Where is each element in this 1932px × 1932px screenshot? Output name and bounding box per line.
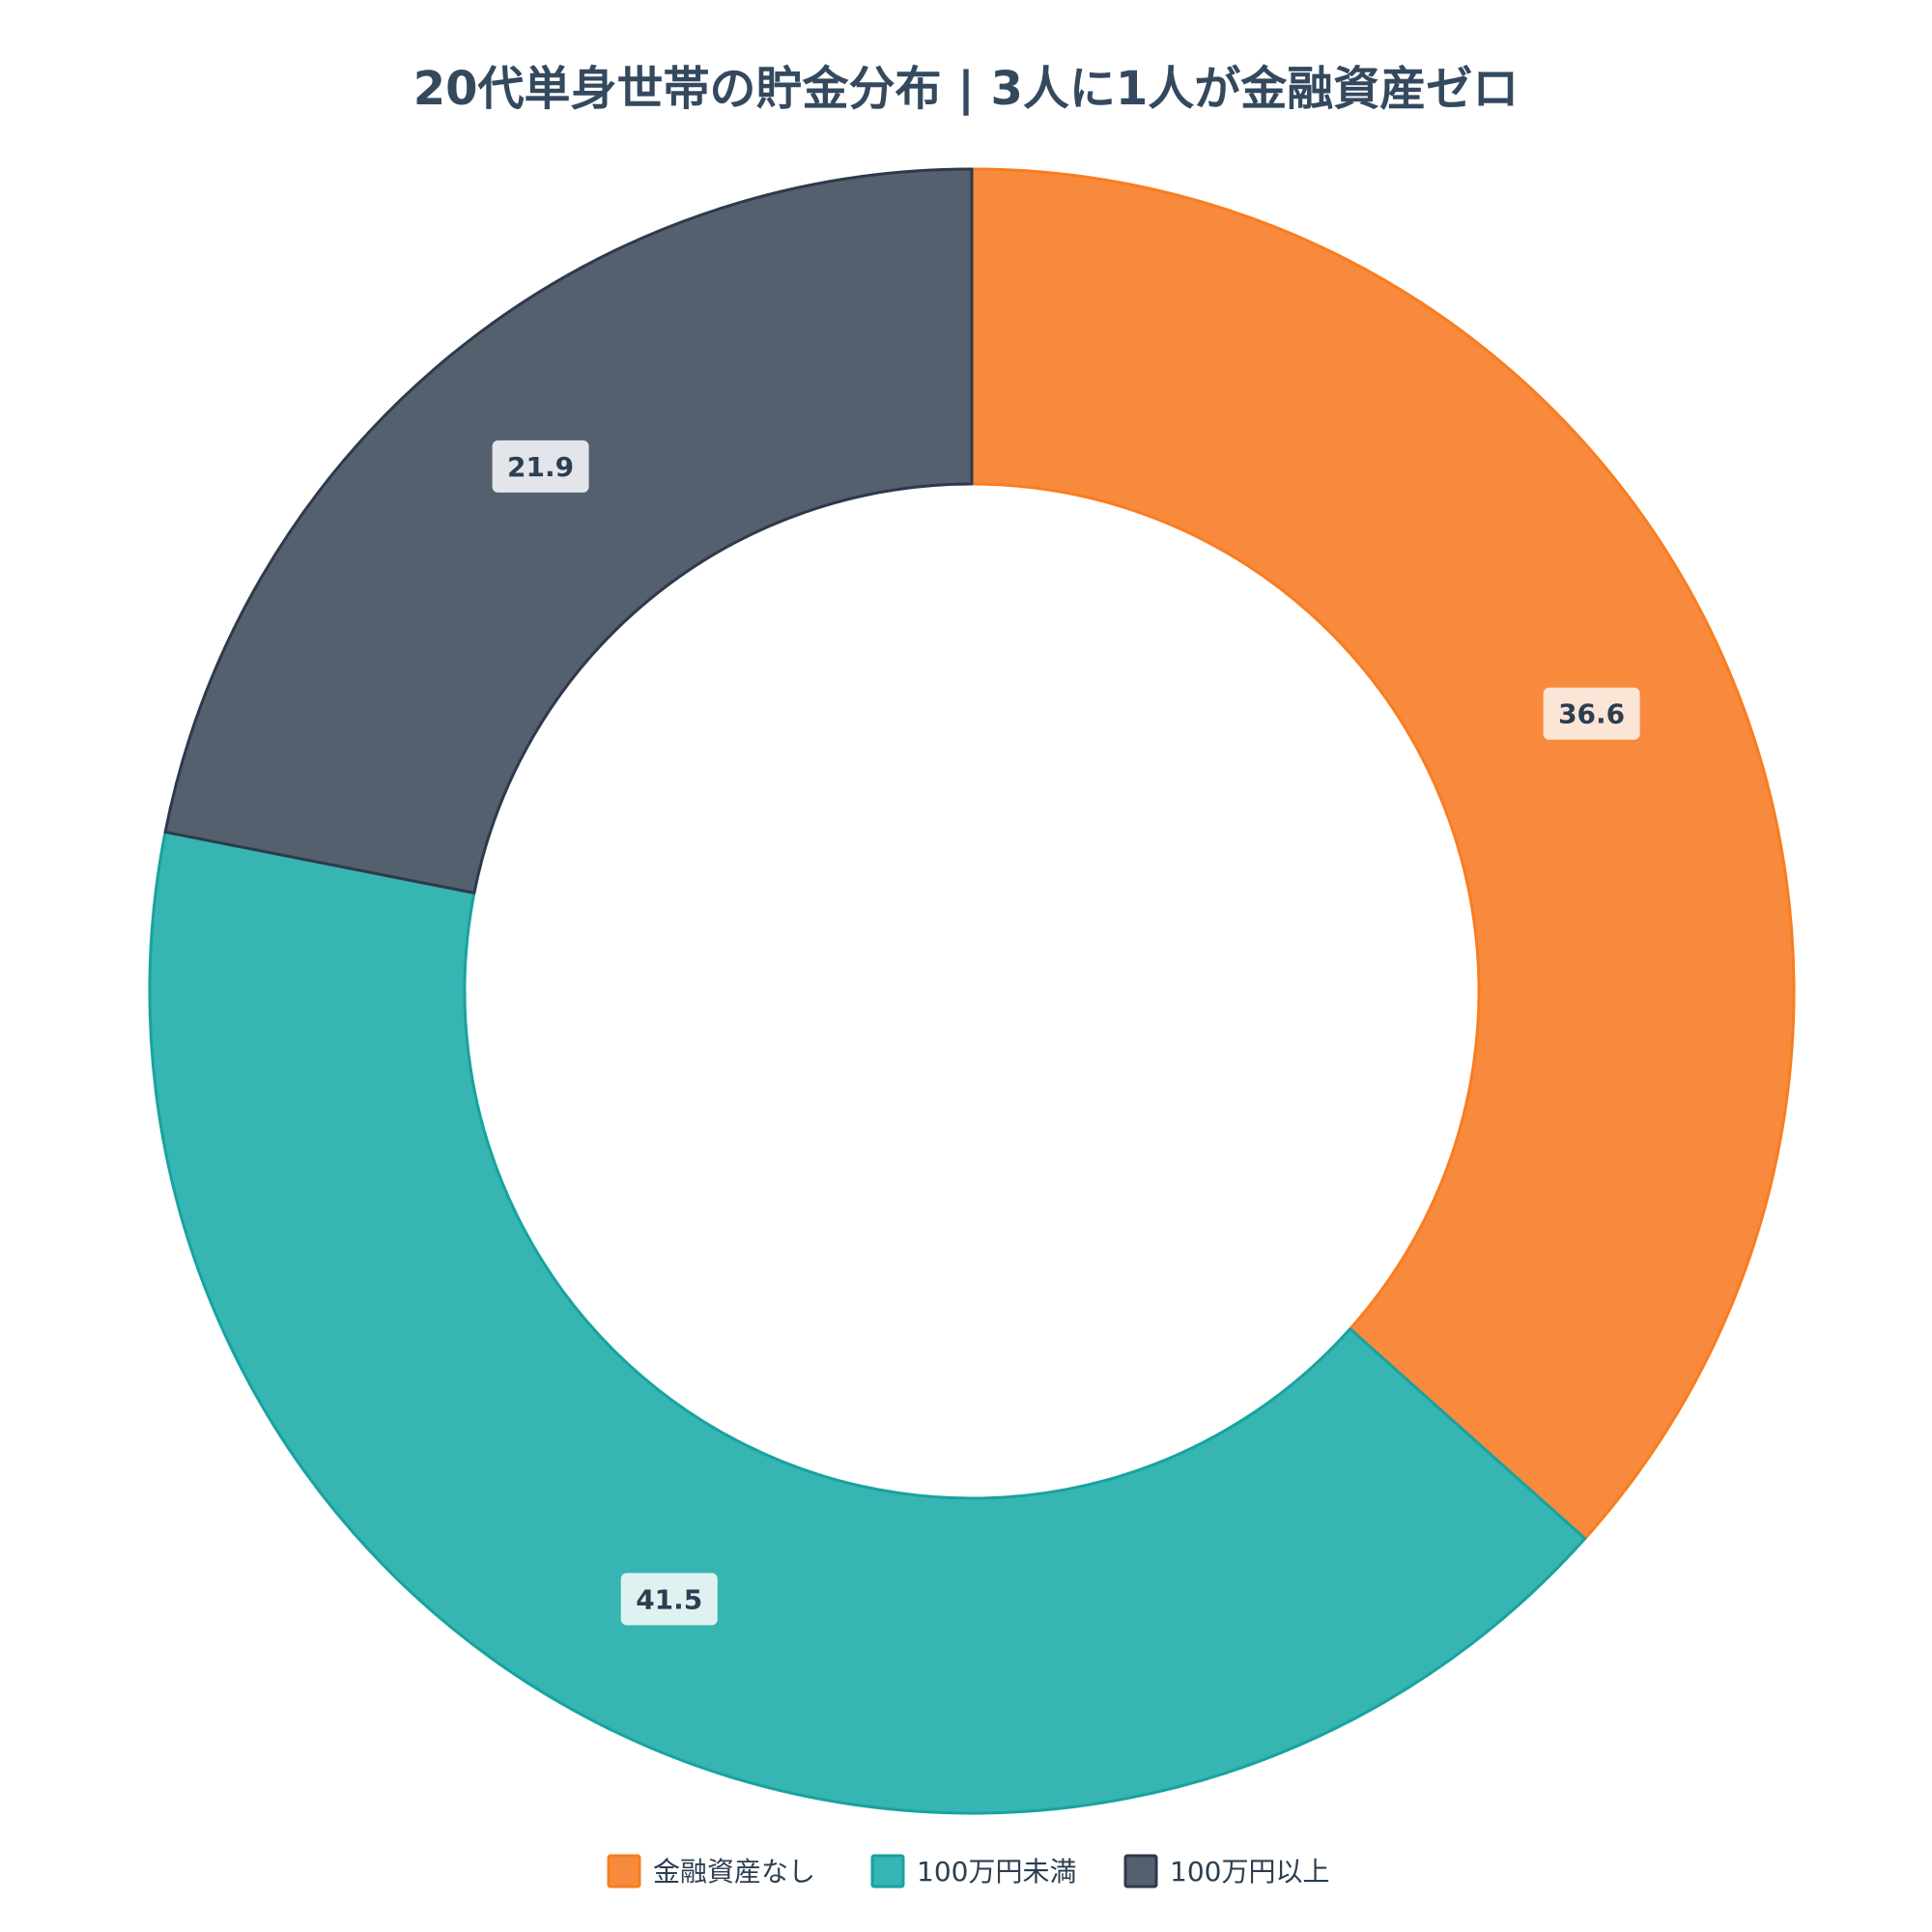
data-label-value: 21.9 (507, 451, 574, 483)
legend-label: 金融資産なし (653, 1856, 815, 1888)
legend-label: 100万円未満 (917, 1856, 1076, 1888)
legend: 金融資産なし 100万円未満 100万円以上 (607, 1854, 1329, 1889)
data-label-slice-2: 41.5 (620, 1573, 718, 1626)
legend-item-slice-2[interactable]: 100万円未満 (870, 1854, 1076, 1889)
legend-label: 100万円以上 (1170, 1856, 1329, 1888)
legend-swatch (870, 1854, 905, 1889)
donut-slice-3[interactable] (163, 167, 974, 895)
data-label-box (620, 1573, 718, 1626)
data-label-value: 41.5 (636, 1583, 702, 1615)
legend-swatch (607, 1854, 641, 1889)
data-label-slice-3: 21.9 (492, 440, 589, 493)
data-label-box (1543, 687, 1640, 740)
legend-item-slice-1[interactable]: 金融資産なし (607, 1854, 815, 1889)
chart-title: 20代単身世帯の貯金分布 | 3人に1人が金融資産ゼロ (413, 62, 1520, 116)
donut-slice-2[interactable] (148, 830, 1587, 1815)
data-label-value: 36.6 (1558, 698, 1625, 730)
data-labels-layer: 36.6 41.5 21.9 (492, 440, 1640, 1626)
slices-layer (148, 167, 1796, 1815)
data-label-box (492, 440, 589, 493)
legend-swatch (1123, 1854, 1158, 1889)
legend-item-slice-3[interactable]: 100万円以上 (1123, 1854, 1329, 1889)
donut-slice-1[interactable] (970, 167, 1796, 1541)
data-label-slice-1: 36.6 (1543, 687, 1640, 740)
